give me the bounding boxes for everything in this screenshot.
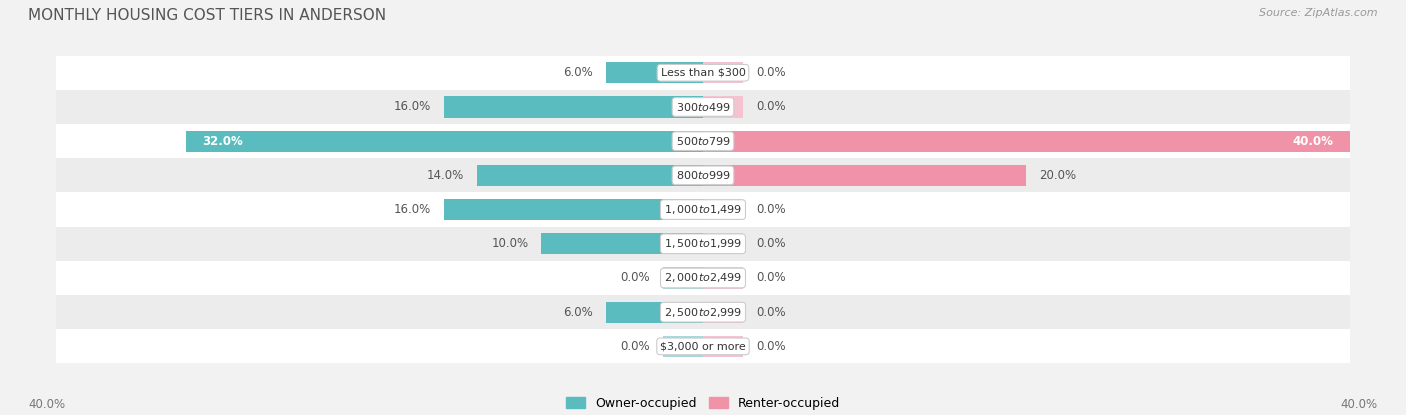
Text: 0.0%: 0.0%	[756, 66, 786, 79]
Bar	[703, 336, 744, 357]
Bar	[56, 90, 1350, 124]
Text: 32.0%: 32.0%	[202, 135, 242, 148]
Text: 0.0%: 0.0%	[756, 100, 786, 113]
Text: 6.0%: 6.0%	[564, 306, 593, 319]
Bar	[703, 233, 744, 254]
Text: 14.0%: 14.0%	[426, 169, 464, 182]
Bar	[56, 261, 1350, 295]
Bar	[703, 62, 744, 83]
Bar	[703, 267, 744, 288]
Bar	[444, 96, 703, 117]
Text: 0.0%: 0.0%	[620, 340, 650, 353]
Text: 40.0%: 40.0%	[1341, 398, 1378, 411]
Text: 16.0%: 16.0%	[394, 203, 432, 216]
Bar	[56, 124, 1350, 158]
Bar	[606, 62, 703, 83]
Bar	[477, 165, 703, 186]
Text: 0.0%: 0.0%	[620, 271, 650, 284]
Text: 0.0%: 0.0%	[756, 237, 786, 250]
Text: $2,500 to $2,999: $2,500 to $2,999	[664, 306, 742, 319]
Text: 0.0%: 0.0%	[756, 271, 786, 284]
Bar	[56, 227, 1350, 261]
Text: MONTHLY HOUSING COST TIERS IN ANDERSON: MONTHLY HOUSING COST TIERS IN ANDERSON	[28, 8, 387, 23]
Text: 10.0%: 10.0%	[491, 237, 529, 250]
Text: 0.0%: 0.0%	[756, 340, 786, 353]
Text: $800 to $999: $800 to $999	[675, 169, 731, 181]
Bar	[703, 302, 744, 323]
Text: 16.0%: 16.0%	[394, 100, 432, 113]
Text: 0.0%: 0.0%	[756, 203, 786, 216]
Bar	[703, 165, 1026, 186]
Bar	[606, 302, 703, 323]
Legend: Owner-occupied, Renter-occupied: Owner-occupied, Renter-occupied	[561, 392, 845, 415]
Text: $1,500 to $1,999: $1,500 to $1,999	[664, 237, 742, 250]
Text: Source: ZipAtlas.com: Source: ZipAtlas.com	[1260, 8, 1378, 18]
Text: 6.0%: 6.0%	[564, 66, 593, 79]
Bar	[56, 193, 1350, 227]
Bar	[703, 199, 744, 220]
Bar	[56, 158, 1350, 193]
Text: $3,000 or more: $3,000 or more	[661, 342, 745, 352]
Text: 20.0%: 20.0%	[1039, 169, 1077, 182]
Bar	[56, 56, 1350, 90]
Bar	[541, 233, 703, 254]
Text: Less than $300: Less than $300	[661, 68, 745, 78]
Bar	[662, 336, 703, 357]
Text: 40.0%: 40.0%	[28, 398, 65, 411]
Bar	[56, 295, 1350, 329]
Text: $500 to $799: $500 to $799	[675, 135, 731, 147]
Text: 0.0%: 0.0%	[756, 306, 786, 319]
Text: $2,000 to $2,499: $2,000 to $2,499	[664, 271, 742, 284]
Bar	[444, 199, 703, 220]
Bar	[186, 131, 703, 152]
Bar	[703, 131, 1350, 152]
Text: $300 to $499: $300 to $499	[675, 101, 731, 113]
Bar	[56, 329, 1350, 364]
Bar	[703, 96, 744, 117]
Bar	[662, 267, 703, 288]
Text: 40.0%: 40.0%	[1292, 135, 1333, 148]
Text: $1,000 to $1,499: $1,000 to $1,499	[664, 203, 742, 216]
